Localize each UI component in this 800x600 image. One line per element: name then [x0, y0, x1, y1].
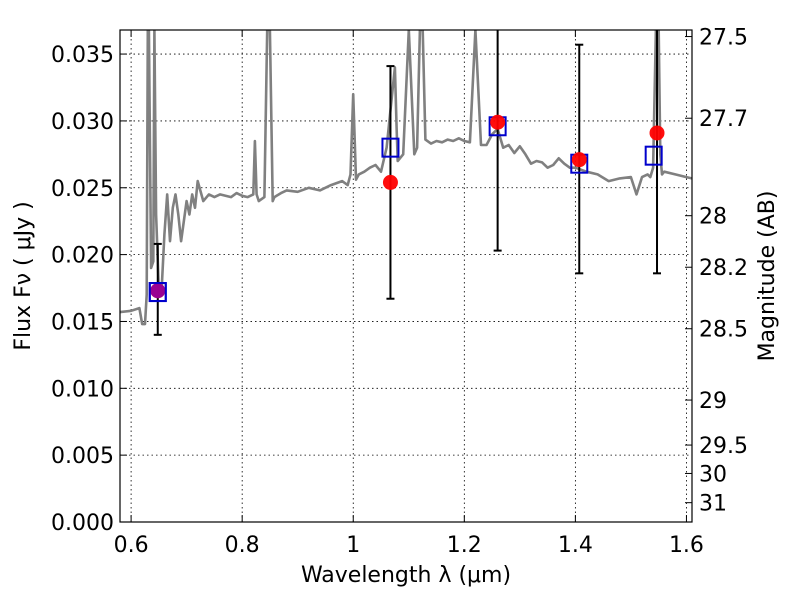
x-tick-label: 0.6: [114, 533, 149, 558]
model-square-marker: [644, 145, 663, 166]
y-tick-label: 0.015: [51, 310, 114, 335]
x-axis-label: Wavelength λ (μm): [301, 563, 511, 588]
y-axis-label: Flux Fν ( μJy ): [11, 201, 36, 350]
y-tick-label: 0.020: [51, 244, 114, 269]
y-right-tick-label: 30: [699, 462, 727, 487]
y-tick-label: 0.025: [51, 177, 114, 202]
y-right-tick-label: 28.2: [699, 256, 748, 281]
y-right-tick-label: 28.5: [699, 318, 748, 343]
y-right-tick-label: 27.7: [699, 107, 748, 132]
model-square-marker: [381, 137, 400, 158]
grid-layer: [120, 30, 692, 522]
tick-layer: 0.6 0.8 1 1.2 1.4 1.6 0.000 0.005 0.010 0.015 0.02…: [51, 26, 748, 558]
y-right-tick-label: 31: [699, 492, 727, 517]
overlap-point-marker: [150, 283, 166, 299]
y-right-tick-label: 27.5: [699, 26, 748, 51]
y-tick-label: 0.030: [51, 110, 114, 135]
observed-point-marker: [649, 125, 665, 141]
plot-frame: [119, 29, 693, 523]
model-square-marker: [148, 282, 167, 303]
y-tick-label: 0.005: [51, 444, 114, 469]
spectrum-line: [120, 30, 692, 326]
x-tick-label: 0.8: [225, 533, 260, 558]
x-tick-label: 1.4: [558, 533, 593, 558]
observed-point-marker: [382, 174, 398, 190]
spectrum-layer: [120, 30, 692, 326]
x-tick-label: 1: [346, 533, 360, 558]
y-tick-label: 0.010: [51, 377, 114, 402]
observed-point-marker: [571, 152, 587, 168]
observed-point-marker: [490, 114, 506, 130]
x-tick-label: 1.6: [669, 533, 704, 558]
x-tick-label: 1.2: [447, 533, 482, 558]
y-tick-label: 0.000: [51, 511, 114, 536]
y-tick-label: 0.035: [51, 43, 114, 68]
y-right-tick-label: 29: [699, 389, 727, 414]
marker-layer: [148, 114, 665, 303]
y-axis-right-label: Magnitude (AB): [755, 191, 780, 362]
y-right-tick-label: 28: [699, 205, 727, 230]
y-right-tick-label: 29.5: [699, 434, 748, 459]
